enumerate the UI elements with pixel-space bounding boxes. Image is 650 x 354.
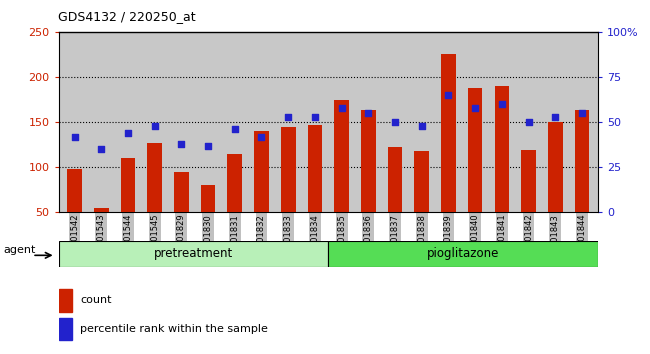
Bar [575, 110, 590, 212]
Bar [227, 154, 242, 212]
Bar [281, 127, 296, 212]
Point [70, 134, 80, 139]
Bar [361, 110, 376, 212]
Point [256, 134, 266, 139]
Point [203, 143, 213, 148]
Bar [121, 158, 135, 212]
FancyBboxPatch shape [328, 241, 598, 267]
Bar [441, 55, 456, 212]
Bar [521, 150, 536, 212]
Bar [334, 99, 349, 212]
Point [390, 119, 400, 125]
Point [363, 110, 374, 116]
Point [417, 123, 427, 129]
Bar [307, 125, 322, 212]
Point [283, 114, 293, 120]
Point [523, 119, 534, 125]
Text: pretreatment: pretreatment [154, 247, 233, 261]
Bar [387, 147, 402, 212]
Bar [58, 318, 72, 340]
FancyBboxPatch shape [58, 241, 328, 267]
Point [443, 92, 454, 98]
Point [577, 110, 587, 116]
Point [309, 114, 320, 120]
Text: count: count [80, 295, 112, 306]
Point [337, 105, 347, 110]
Bar [148, 143, 162, 212]
Bar [548, 122, 563, 212]
Text: pioglitazone: pioglitazone [427, 247, 499, 261]
Bar [58, 289, 72, 312]
Bar [254, 131, 269, 212]
Bar [201, 185, 215, 212]
Bar [94, 208, 109, 212]
Bar [495, 86, 509, 212]
Text: percentile rank within the sample: percentile rank within the sample [80, 324, 268, 334]
Point [176, 141, 187, 147]
Text: agent: agent [3, 245, 35, 255]
Point [229, 126, 240, 132]
Point [470, 105, 480, 110]
Point [497, 101, 507, 107]
Bar [468, 88, 482, 212]
Point [150, 123, 160, 129]
Point [96, 147, 107, 152]
Point [550, 114, 560, 120]
Bar [67, 169, 82, 212]
Bar [174, 172, 188, 212]
Point [123, 130, 133, 136]
Bar [415, 151, 429, 212]
Text: GDS4132 / 220250_at: GDS4132 / 220250_at [58, 10, 196, 23]
